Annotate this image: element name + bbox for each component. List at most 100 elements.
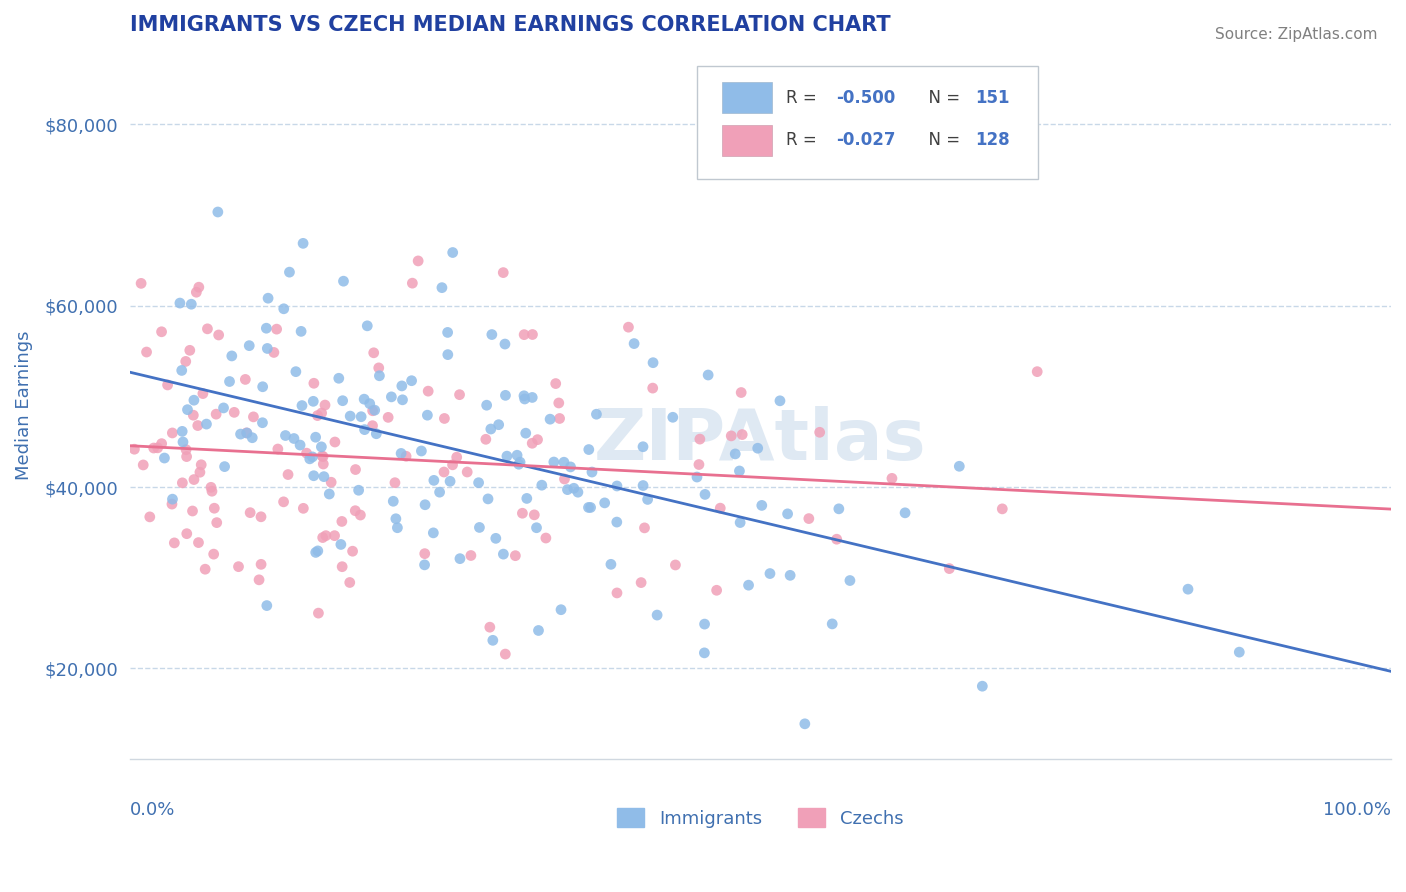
Point bbox=[522, 391, 544, 405]
Text: 0.0%: 0.0% bbox=[129, 801, 174, 820]
Point bbox=[530, 478, 553, 492]
Point bbox=[153, 450, 176, 465]
Point bbox=[553, 472, 575, 486]
Point bbox=[242, 409, 264, 424]
Point bbox=[550, 603, 572, 617]
Point bbox=[543, 455, 565, 469]
Point bbox=[430, 280, 453, 294]
Point bbox=[641, 381, 664, 395]
Point bbox=[132, 458, 155, 472]
Point bbox=[342, 544, 364, 558]
Point bbox=[202, 501, 225, 516]
Point bbox=[1177, 582, 1199, 597]
Point bbox=[254, 321, 277, 335]
Point bbox=[311, 449, 333, 463]
Point bbox=[361, 403, 384, 417]
Point bbox=[385, 512, 408, 526]
Point bbox=[208, 328, 231, 343]
Point bbox=[391, 379, 413, 393]
Point bbox=[538, 412, 561, 426]
Point bbox=[273, 301, 295, 316]
Point bbox=[623, 336, 645, 351]
Point bbox=[183, 473, 205, 487]
Point bbox=[808, 425, 831, 440]
Point bbox=[689, 432, 711, 446]
Point bbox=[273, 495, 295, 509]
Point bbox=[938, 561, 960, 575]
Point bbox=[437, 348, 460, 362]
Point bbox=[195, 417, 218, 431]
Point bbox=[579, 500, 602, 515]
Point bbox=[304, 430, 326, 444]
Point bbox=[630, 575, 652, 590]
Point bbox=[418, 384, 440, 399]
Point bbox=[446, 450, 468, 465]
Point bbox=[356, 318, 378, 333]
Point bbox=[526, 521, 548, 535]
Point bbox=[212, 401, 235, 415]
Point bbox=[637, 492, 659, 507]
Point bbox=[411, 444, 433, 458]
Point bbox=[948, 459, 970, 474]
Point bbox=[688, 458, 710, 472]
Point bbox=[188, 465, 211, 479]
Point bbox=[302, 394, 325, 409]
Point bbox=[174, 442, 197, 457]
Text: 151: 151 bbox=[974, 89, 1010, 107]
Point bbox=[391, 392, 413, 407]
Point bbox=[557, 483, 579, 497]
Point bbox=[172, 435, 194, 450]
Point bbox=[562, 481, 585, 495]
Point bbox=[709, 501, 731, 516]
Point bbox=[720, 429, 742, 443]
Point bbox=[526, 433, 548, 447]
Point bbox=[176, 402, 198, 417]
Point bbox=[401, 276, 423, 290]
Point bbox=[312, 457, 335, 471]
Point bbox=[321, 475, 343, 490]
Point bbox=[298, 451, 321, 466]
Point bbox=[142, 441, 165, 455]
Point bbox=[329, 537, 352, 551]
Point bbox=[416, 408, 439, 422]
Point bbox=[384, 475, 406, 490]
Point bbox=[506, 448, 529, 462]
Text: N =: N = bbox=[918, 131, 966, 149]
Point bbox=[460, 549, 482, 563]
Text: 100.0%: 100.0% bbox=[1323, 801, 1391, 820]
Point bbox=[292, 236, 315, 251]
Point bbox=[311, 406, 333, 420]
Text: R =: R = bbox=[786, 131, 821, 149]
Point bbox=[494, 337, 516, 351]
Point bbox=[312, 450, 335, 464]
Point bbox=[292, 501, 315, 516]
Point bbox=[179, 343, 201, 358]
Y-axis label: Median Earnings: Median Earnings bbox=[15, 331, 32, 480]
Point bbox=[257, 291, 280, 305]
Point bbox=[197, 322, 219, 336]
Point bbox=[1227, 645, 1250, 659]
Text: -0.500: -0.500 bbox=[837, 89, 896, 107]
Point bbox=[548, 411, 571, 425]
Point bbox=[323, 529, 346, 543]
Point bbox=[779, 568, 801, 582]
Point bbox=[359, 397, 381, 411]
Point bbox=[387, 521, 409, 535]
Point bbox=[250, 509, 273, 524]
Point bbox=[174, 354, 197, 368]
Point bbox=[240, 431, 263, 445]
Point bbox=[578, 442, 600, 457]
Point bbox=[186, 285, 208, 300]
Point bbox=[880, 471, 903, 485]
Point bbox=[312, 531, 335, 545]
Point bbox=[468, 520, 491, 534]
Point bbox=[475, 398, 498, 412]
Point bbox=[706, 583, 728, 598]
Point bbox=[301, 450, 323, 464]
Point bbox=[238, 338, 260, 352]
Point bbox=[214, 459, 236, 474]
Text: -0.027: -0.027 bbox=[837, 131, 896, 149]
Point bbox=[288, 438, 311, 452]
Point bbox=[252, 380, 274, 394]
Point bbox=[731, 427, 754, 442]
